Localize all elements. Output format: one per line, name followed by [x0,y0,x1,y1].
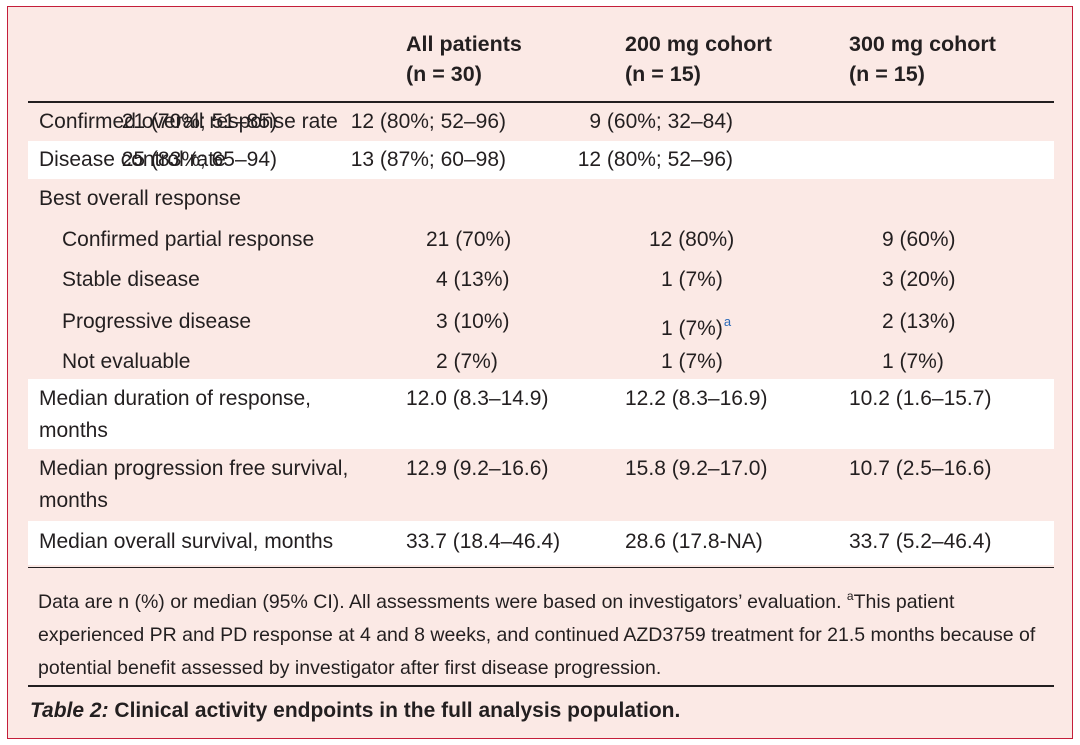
table-row-dcr: Disease control rate 25 (83%; 65–94) 13 … [28,141,1054,179]
cell-all-patients: 33.7 (18.4–46.4) [406,530,561,553]
table-row-pd: Progressive disease 3 (10%) 1 (7%)a 2 (1… [28,299,1054,341]
cell-200mg: 12 (80%) [649,228,735,251]
caption-text: Clinical activity endpoints in the full … [108,699,681,722]
cell-300mg: 10.2 (1.6–15.7) [849,387,992,410]
table-footnote: Data are n (%) or median (95% CI). All a… [28,567,1054,686]
table-row-os: Median overall survival, months 33.7 (18… [28,521,1054,565]
table-frame: All patients (n = 30) 200 mg cohort (n =… [7,6,1073,739]
cell-all-patients: 12.0 (8.3–14.9) [406,387,549,410]
header-all-patients-title: All patients [406,32,522,56]
table-row-cpr: Confirmed partial response 21 (70%) 12 (… [28,219,1054,259]
cell-300mg: 12 (80%; 52–96) [577,148,733,171]
header-200mg-n: (n = 15) [625,62,701,86]
header-300mg-title: 300 mg cohort [849,32,996,56]
table-row-section-bor: Best overall response [28,179,1054,217]
cell-all-patients: 2 (7%) [436,350,498,373]
table-row-orr: Confirmed overall response rate 21 (70%;… [28,103,1054,141]
table-header: All patients (n = 30) 200 mg cohort (n =… [28,7,1054,103]
row-label: Confirmed partial response [62,228,315,251]
cell-300mg: 9 (60%; 32–84) [589,110,733,133]
row-label: Progressive disease [62,310,252,333]
header-all-patients-n: (n = 30) [406,62,482,86]
cell-all-patients: 12.9 (9.2–16.6) [406,457,549,480]
header-300mg-cohort: 300 mg cohort (n = 15) [849,29,996,89]
header-all-patients: All patients (n = 30) [406,29,522,89]
table-row-ne: Not evaluable 2 (7%) 1 (7%) 1 (7%) [28,341,1054,379]
cell-all-patients: 25 (83%; 65–94) [121,148,277,171]
cell-300mg: 3 (20%) [882,268,956,291]
header-300mg-n: (n = 15) [849,62,925,86]
table-row-dor: Median duration of response, months 12.0… [28,379,1054,449]
row-label-line1: Median duration of response, [39,387,312,410]
cell-200mg: 1 (7%)a [661,307,731,344]
cell-all-patients: 4 (13%) [436,268,510,291]
cell-300mg: 10.7 (2.5–16.6) [849,457,992,480]
footnote-text: Data are n (%) or median (95% CI). All a… [38,580,1048,685]
cell-300mg: 33.7 (5.2–46.4) [849,530,992,553]
cell-200mg: 15.8 (9.2–17.0) [625,457,768,480]
cell-200mg: 1 (7%) [661,350,723,373]
header-200mg-title: 200 mg cohort [625,32,772,56]
row-label: Confirmed overall response rate [39,110,338,133]
caption-label: Table 2: [30,699,109,722]
row-label-line2: months [39,489,108,512]
cell-all-patients: 3 (10%) [436,310,510,333]
cell-200mg: 28.6 (17.8-NA) [625,530,763,553]
cell-all-patients: 21 (70%; 51–85) [121,110,277,133]
footnote-part2: This patient experienced PR and PD respo… [38,591,1036,679]
row-label: Stable disease [62,268,200,291]
cell-300mg: 1 (7%) [882,350,944,373]
table-row-pfs: Median progression free survival, months… [28,449,1054,519]
cell-300mg: 2 (13%) [882,310,956,333]
cell-200mg: 1 (7%) [661,268,723,291]
cell-200mg: 12 (80%; 52–96) [350,110,506,133]
cell-200mg-value: 1 (7%) [661,317,723,340]
section-label: Best overall response [39,187,241,210]
cell-300mg: 9 (60%) [882,228,956,251]
footnote-marker: a [723,314,732,329]
row-label-line1: Median progression free survival, [39,457,349,480]
footnote-part1: Data are n (%) or median (95% CI). All a… [38,591,847,613]
row-label-line2: months [39,419,108,442]
row-label: Not evaluable [62,350,191,373]
caption-divider [28,685,1054,687]
cell-200mg: 13 (87%; 60–98) [350,148,506,171]
footnote-marker: a [846,589,854,603]
table-caption: Table 2: Clinical activity endpoints in … [30,697,680,725]
header-200mg-cohort: 200 mg cohort (n = 15) [625,29,772,89]
row-label: Median overall survival, months [39,530,334,553]
table-row-sd: Stable disease 4 (13%) 1 (7%) 3 (20%) [28,259,1054,299]
cell-200mg: 12.2 (8.3–16.9) [625,387,768,410]
row-label: Disease control rate [39,148,226,171]
cell-all-patients: 21 (70%) [426,228,512,251]
